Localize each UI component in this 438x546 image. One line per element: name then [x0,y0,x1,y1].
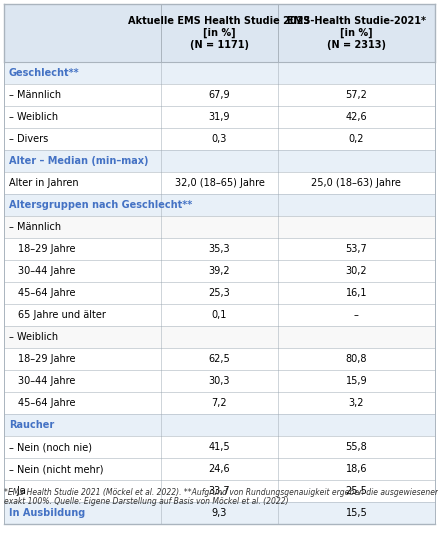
Bar [4,436,434,458]
Bar [4,216,434,238]
Bar [4,106,434,128]
Text: 30–44 Jahre: 30–44 Jahre [18,376,75,386]
Bar [4,4,434,62]
Text: 25,3: 25,3 [208,288,230,298]
Bar [4,282,434,304]
Text: – Nein (noch nie): – Nein (noch nie) [9,442,92,452]
Text: Alter in Jahren: Alter in Jahren [9,178,78,188]
Bar [4,392,434,414]
Text: 15,9: 15,9 [345,376,366,386]
Text: 35,3: 35,3 [208,244,230,254]
Bar [4,194,434,216]
Bar [4,238,434,260]
Text: 18–29 Jahre: 18–29 Jahre [18,354,75,364]
Bar [4,172,434,194]
Text: exakt 100%. Quelle: Eigene Darstellung auf Basis von Möckel et al. (2022): exakt 100%. Quelle: Eigene Darstellung a… [4,497,288,506]
Text: – Ja: – Ja [9,486,26,496]
Bar [4,304,434,326]
Bar [4,62,434,84]
Text: 57,2: 57,2 [345,90,367,100]
Text: 67,9: 67,9 [208,90,230,100]
Bar [4,128,434,150]
Text: 30,2: 30,2 [345,266,366,276]
Bar [4,370,434,392]
Bar [4,326,434,348]
Text: 3,2: 3,2 [348,398,363,408]
Text: – Weiblich: – Weiblich [9,332,58,342]
Text: Aktuelle EMS Health Studie 2023
[in %]
(N = 1171): Aktuelle EMS Health Studie 2023 [in %] (… [128,16,310,50]
Text: 24,6: 24,6 [208,464,230,474]
Text: Altersgruppen nach Geschlecht**: Altersgruppen nach Geschlecht** [9,200,192,210]
Bar [4,480,434,502]
Bar [4,502,434,524]
Text: –: – [353,310,358,320]
Text: 0,1: 0,1 [211,310,227,320]
Text: In Ausbildung: In Ausbildung [9,508,85,518]
Bar [4,414,434,436]
Text: 45–64 Jahre: 45–64 Jahre [18,398,75,408]
Bar [4,84,434,106]
Text: 0,2: 0,2 [348,134,363,144]
Text: – Divers: – Divers [9,134,48,144]
Text: 15,5: 15,5 [345,508,366,518]
Text: 18,6: 18,6 [345,464,366,474]
Text: 16,1: 16,1 [345,288,366,298]
Text: 31,9: 31,9 [208,112,230,122]
Text: 18–29 Jahre: 18–29 Jahre [18,244,75,254]
Text: 45–64 Jahre: 45–64 Jahre [18,288,75,298]
Text: – Weiblich: – Weiblich [9,112,58,122]
Text: 33,7: 33,7 [208,486,230,496]
Text: 30–44 Jahre: 30–44 Jahre [18,266,75,276]
Text: 25,0 (18–63) Jahre: 25,0 (18–63) Jahre [311,178,400,188]
Text: 41,5: 41,5 [208,442,230,452]
Text: – Männlich: – Männlich [9,222,61,232]
Text: 55,8: 55,8 [345,442,366,452]
Text: *EMS Health Studie 2021 (Möckel et al. 2022). **Aufgrund von Rundungsgenauigkeit: *EMS Health Studie 2021 (Möckel et al. 2… [4,488,438,497]
Text: 80,8: 80,8 [345,354,366,364]
Text: 0,3: 0,3 [211,134,227,144]
Text: 30,3: 30,3 [208,376,230,386]
Text: – Nein (nicht mehr): – Nein (nicht mehr) [9,464,103,474]
Text: 42,6: 42,6 [345,112,366,122]
Text: 62,5: 62,5 [208,354,230,364]
Text: 53,7: 53,7 [345,244,366,254]
Text: 39,2: 39,2 [208,266,230,276]
Text: Raucher: Raucher [9,420,54,430]
Text: 32,0 (18–65) Jahre: 32,0 (18–65) Jahre [174,178,264,188]
Bar [4,150,434,172]
Text: Alter – Median (min–max): Alter – Median (min–max) [9,156,148,166]
Text: 65 Jahre und älter: 65 Jahre und älter [18,310,106,320]
Text: – Männlich: – Männlich [9,90,61,100]
Text: EMS-Health Studie-2021*
[in %]
(N = 2313): EMS-Health Studie-2021* [in %] (N = 2313… [286,16,425,50]
Text: Geschlecht**: Geschlecht** [9,68,79,78]
Bar [4,458,434,480]
Text: 25,5: 25,5 [345,486,367,496]
Bar [4,348,434,370]
Text: 9,3: 9,3 [211,508,227,518]
Text: 7,2: 7,2 [211,398,227,408]
Bar [4,260,434,282]
